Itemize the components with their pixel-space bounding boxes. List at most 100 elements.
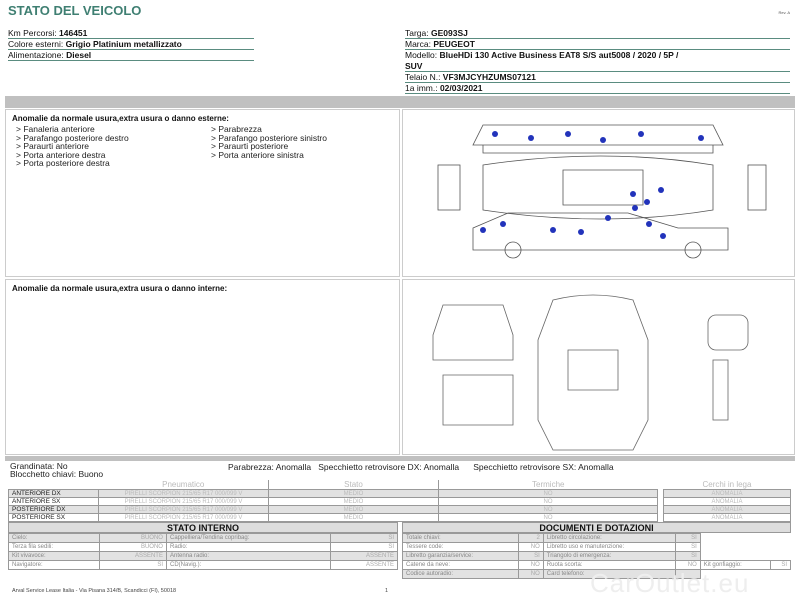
car-top-view: [482, 155, 714, 220]
field-label: Codice autoradio:: [402, 569, 519, 579]
vehicle-info-left: Km Percorsi: 146451 Colore esterni: Grig…: [8, 28, 254, 61]
field-label: Cielo:: [7, 533, 101, 543]
blocchetto-chiavi: Blocchetto chiavi: Buono: [10, 469, 104, 479]
telaio-row: Telaio N.: VF3MJCYHZUMS07121: [405, 72, 790, 83]
footer-address: Arval Service Lease Italia - Via Pisana …: [12, 588, 177, 594]
status-right: Parabrezza: Anomalla Specchietto retrovi…: [228, 462, 614, 472]
page-number: 1: [385, 588, 389, 594]
field-value: SI: [330, 542, 398, 552]
damage-item: > Porta posteriore destra: [16, 158, 110, 168]
internal-diagram-panel: [402, 279, 795, 455]
table-row: Tessere code: NO Libretto uso e manutenzio…: [402, 542, 791, 552]
marca-row: Marca: PEUGEOT: [405, 39, 790, 50]
table-row: POSTERIORE SX PIRELLI SCORPION 215/65 R17…: [8, 513, 658, 522]
external-diagram-panel: [402, 109, 795, 277]
damage-item: > Porta anteriore destra: [16, 149, 106, 160]
internal-heading: Anomalie da normale usura,extra usura o …: [12, 284, 228, 293]
table-row: ANTERIORE SX PIRELLI SCORPION 215/65 R17 …: [8, 497, 658, 506]
grandinata: Grandinata: No: [10, 461, 68, 471]
field-value: SI: [674, 551, 701, 561]
table-row: Libretto garanzia/service: SI Triangolo di…: [402, 551, 791, 561]
cerchi-table: Cerchi in lega ANOMALIA ANOMALIA ANOMALI…: [663, 480, 791, 522]
watermark: CarOutlet.eu: [590, 568, 750, 598]
cerchi-cell: ANOMALIA: [663, 505, 791, 514]
external-list-col2: > Parabrezza > Parafango posteriore sini…: [211, 125, 327, 159]
table-row: Cielo: BUONO Cappelliera/Tendina copribag:…: [7, 533, 398, 543]
field-label: Catene da neve:: [402, 560, 519, 570]
damage-item: > Porta anteriore sinistra: [211, 149, 304, 160]
field-value: NO: [517, 560, 544, 570]
car-rear-end: [747, 164, 767, 211]
header-termiche: Termiche: [438, 480, 658, 490]
table-row: Terza fila sedili: BUONO Radio: SI: [7, 542, 398, 552]
field-value: NO: [517, 569, 544, 579]
alimentazione-row: Alimentazione: Diesel: [8, 50, 254, 61]
targa-row: Targa: GE093SJ: [405, 28, 790, 39]
specchietto-sx: Specchietto retrovisore SX: Anomalla: [473, 462, 614, 472]
status-left: Grandinata: No Blocchetto chiavi: Buono: [10, 461, 104, 479]
damage-item: > Fanaleria anteriore: [16, 124, 95, 134]
vehicle-info-right: Targa: GE093SJ Marca: PEUGEOT Modello: B…: [405, 28, 790, 94]
field-label: CD(Navig.):: [165, 560, 332, 570]
parabrezza: Parabrezza: Anomalla: [228, 462, 312, 472]
internal-damage-panel: Anomalie da normale usura,extra usura o …: [5, 279, 400, 455]
colore-row: Colore esterni: Grigio Platinium metalli…: [8, 39, 254, 50]
damage-item: > Parafango posteriore sinistro: [211, 132, 327, 143]
table-row: Totale chiavi: 2 Libretto circolazione: SI: [402, 533, 791, 543]
cerchi-cell: ANOMALIA: [663, 489, 791, 498]
field-value: ASSENTE: [330, 560, 398, 570]
modello-row: Modello: BlueHDi 130 Active Business EAT…: [405, 50, 679, 60]
documenti-section: DOCUMENTI E DOTAZIONI Totale chiavi: 2 Lib…: [402, 522, 791, 579]
field-value: BUONO: [99, 533, 167, 543]
separator-bar: [5, 96, 795, 108]
km-row: Km Percorsi: 146451: [8, 28, 254, 39]
tyres-table: Pneumatico Stato Termiche ANTERIORE DX PIRE…: [8, 480, 658, 522]
damage-markers: [480, 131, 704, 239]
header-cerchi: Cerchi in lega: [663, 480, 791, 490]
stato-interno-section: STATO INTERNO Cielo: BUONO Cappelliera/Ten…: [7, 522, 398, 570]
field-label: Terza fila sedili:: [7, 542, 101, 552]
field-value: SI: [770, 560, 791, 570]
damage-item: > Paraurti posteriore: [211, 141, 289, 151]
field-label: Libretto uso e manutenzione:: [542, 542, 676, 552]
field-label: Antenna radio:: [165, 551, 332, 561]
field-value: BUONO: [99, 542, 167, 552]
field-label: Totale chiavi:: [402, 533, 519, 543]
car-rear-interior: [442, 374, 514, 426]
header-stato: Stato: [268, 480, 439, 490]
car-front-interior: [432, 304, 514, 361]
modello-row-cont: SUV: [405, 61, 790, 72]
specchietto-dx: Specchietto retrovisore DX: Anomalla: [318, 462, 460, 472]
field-value: NO: [517, 542, 544, 552]
field-value: SI: [674, 533, 701, 543]
field-label: Libretto circolazione:: [542, 533, 676, 543]
table-row: Navigatore: SI CD(Navig.): ASSENTE: [7, 560, 398, 570]
external-damage-panel: Anomalie da normale usura,extra usura o …: [5, 109, 400, 277]
table-row: Codice autoradio: NO Card telefono:: [402, 569, 791, 579]
field-value: ASSENTE: [330, 551, 398, 561]
steering-wheel: [707, 314, 749, 351]
page-title: STATO DEL VEICOLO: [8, 3, 142, 18]
separator-bar-2: [5, 456, 795, 461]
table-row: Kit vivavoce: ASSENTE Antenna radio: ASSENT…: [7, 551, 398, 561]
car-side-view: [472, 212, 729, 251]
field-value: [674, 569, 701, 579]
damage-item: > Parafango posteriore destro: [16, 132, 129, 143]
field-label: Navigatore:: [7, 560, 101, 570]
damage-item: > Parabrezza: [211, 124, 262, 134]
field-label: Radio:: [165, 542, 332, 552]
field-value: SI: [330, 533, 398, 543]
external-heading: Anomalie da normale usura,extra usura o …: [12, 114, 229, 123]
field-label: Kit vivavoce:: [7, 551, 101, 561]
field-value: SI: [674, 542, 701, 552]
car-front-end: [437, 164, 461, 211]
field-label: Libretto garanzia/service:: [402, 551, 519, 561]
field-value: 2: [517, 533, 544, 543]
imm-row: 1a imm.: 02/03/2021: [405, 83, 790, 94]
car-cabin-top: [537, 294, 649, 451]
field-label: Triangolo di emergenza:: [542, 551, 676, 561]
damage-item: > Paraurti anteriore: [16, 141, 89, 151]
car-exterior-diagram: [437, 124, 767, 259]
table-row: POSTERIORE DX PIRELLI SCORPION 215/65 R17…: [8, 505, 658, 514]
field-value: SI: [517, 551, 544, 561]
